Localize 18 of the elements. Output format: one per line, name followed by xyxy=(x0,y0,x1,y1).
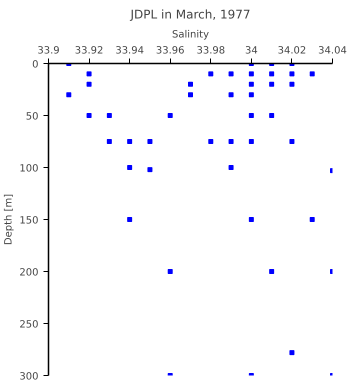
chart-title: JDPL in March, 1977 xyxy=(129,8,251,22)
y-tick-label: 250 xyxy=(19,320,39,330)
x-tick-label: 33.98 xyxy=(196,46,226,56)
x-tick-label: 33.94 xyxy=(115,46,144,56)
y-axis-title: Depth [m] xyxy=(3,194,14,246)
x-tick-label: 34.04 xyxy=(318,46,347,56)
y-tick-label: 150 xyxy=(19,216,39,226)
y-tick-label: 50 xyxy=(26,112,39,122)
x-axis-title: Salinity xyxy=(172,30,210,40)
x-tick-label: 33.96 xyxy=(156,46,185,56)
y-tick-label: 300 xyxy=(19,372,39,382)
y-tick-label: 0 xyxy=(32,60,39,70)
x-tick-label: 34 xyxy=(244,46,258,56)
x-tick-label: 33.9 xyxy=(37,46,60,56)
y-tick-label: 100 xyxy=(19,164,39,174)
x-tick-label: 34.02 xyxy=(278,46,306,56)
x-tick-label: 33.92 xyxy=(74,46,104,56)
y-tick-label: 200 xyxy=(19,268,39,278)
